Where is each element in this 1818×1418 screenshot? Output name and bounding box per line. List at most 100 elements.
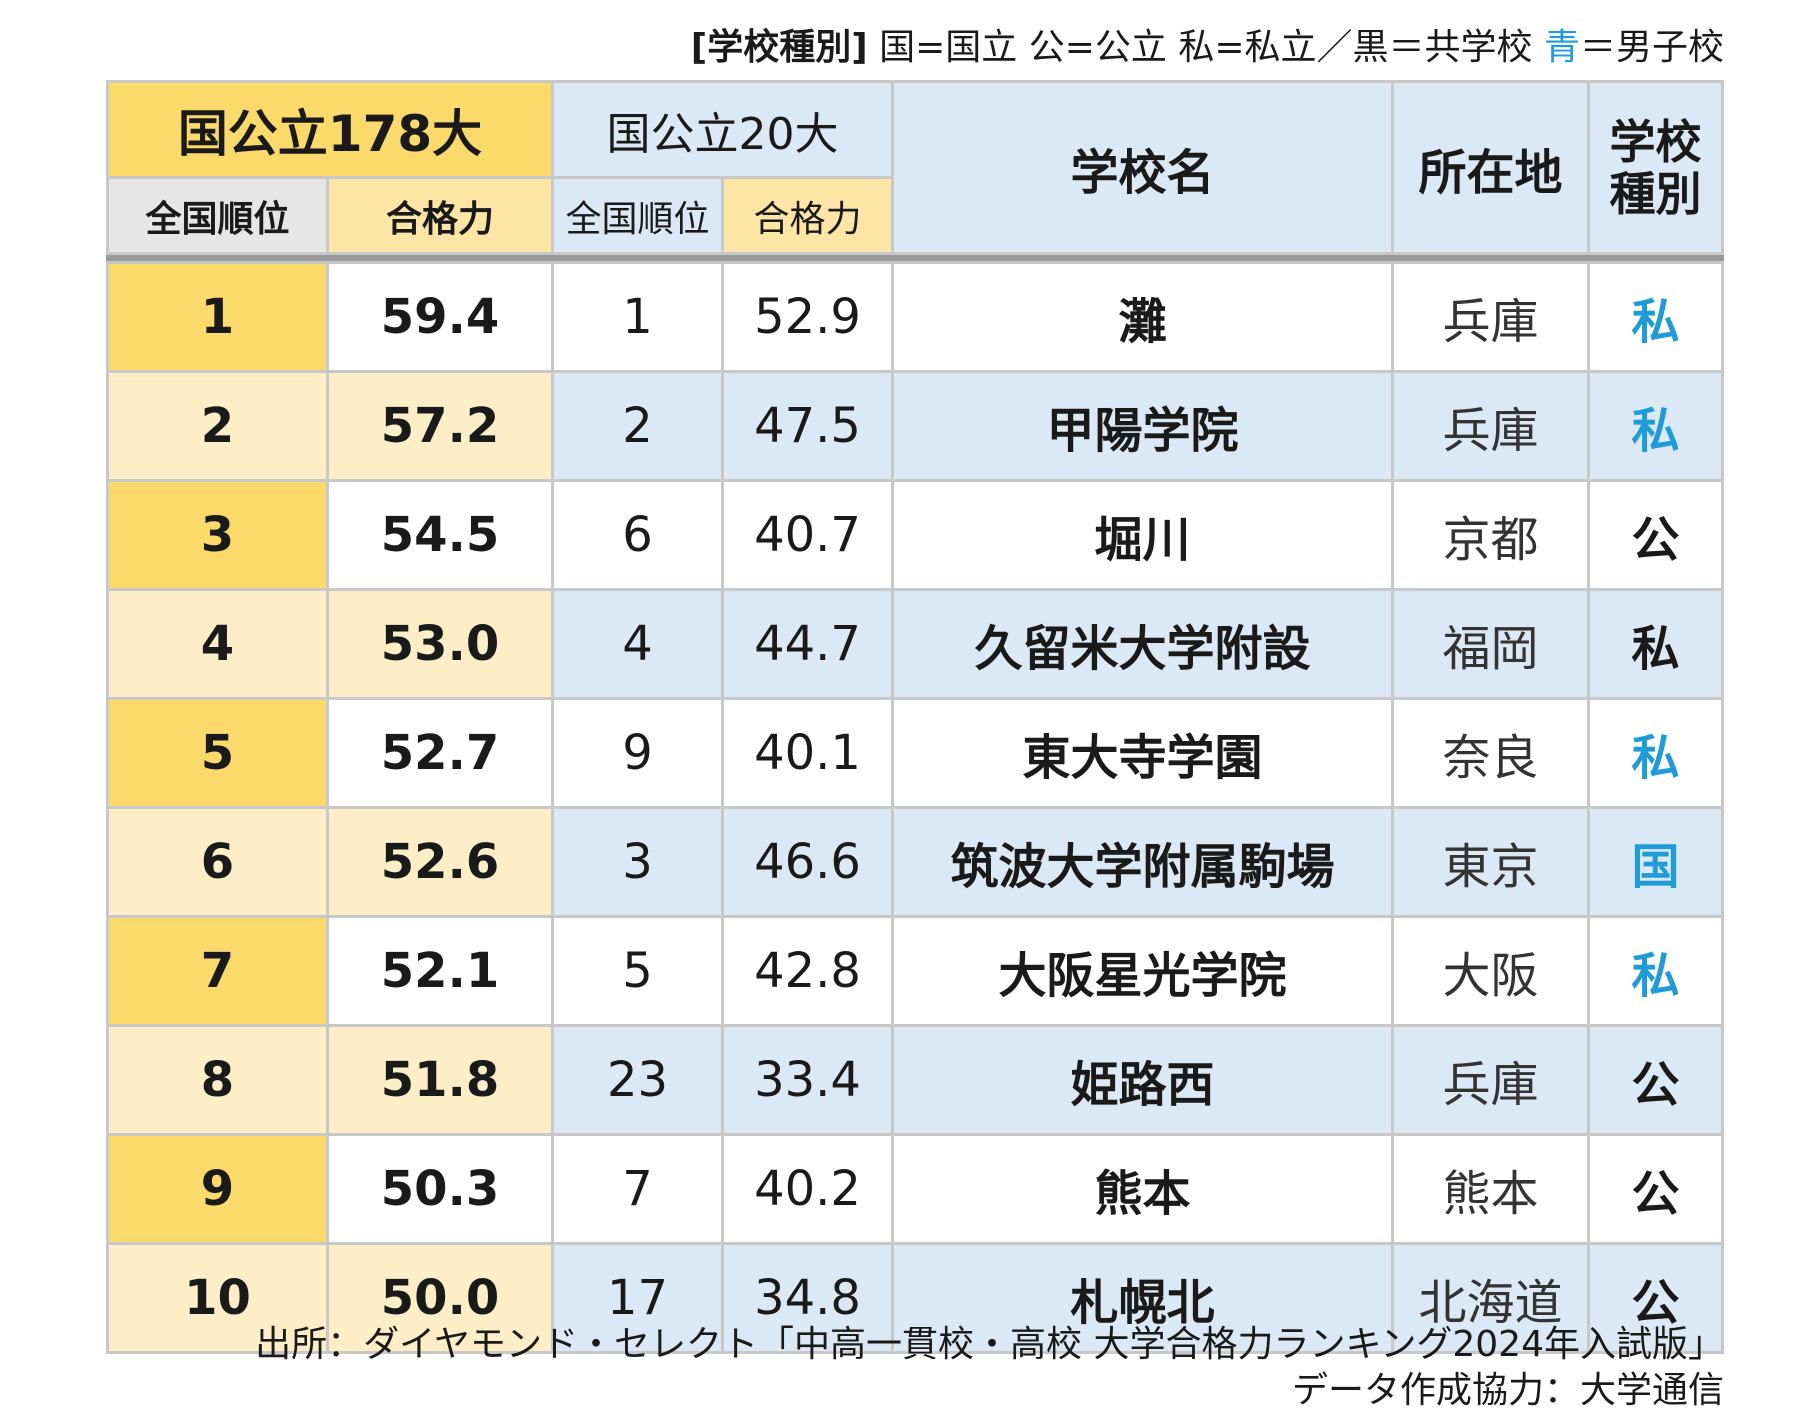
table-row: 9 50.3 7 40.2 熊本 熊本公 (106, 1133, 1724, 1245)
score-20-cell: 40.2 (721, 1133, 894, 1245)
score-20-cell: 33.4 (721, 1024, 894, 1136)
score-178-cell: 52.6 (326, 806, 554, 918)
school-type-legend: [学校種別] 国=国立 公=公立 私=私立／黒＝共学校 青＝男子校 (691, 18, 1724, 70)
ranking-table: 国公立178大 国公立20大 学校名 所在地 学校 種別 全国順位 合格力 全国… (106, 80, 1724, 1354)
location-cell: 熊本 (1391, 1133, 1590, 1245)
score-178-cell: 52.1 (326, 915, 554, 1027)
header-divider (106, 252, 1724, 264)
table-row: 10 50.0 17 34.8 札幌北 北海道公 (106, 1242, 1724, 1354)
school-type-cell: 私 (1587, 588, 1724, 700)
score-20-cell: 44.7 (721, 588, 894, 700)
table-row: 5 52.7 9 40.1 東大寺学園 奈良私 (106, 697, 1724, 809)
legend-text: 国=国立 公=公立 私=私立／黒＝共学校 (879, 27, 1533, 68)
rank-178-cell: 9 (106, 1133, 329, 1245)
school-name-cell: 姫路西 (891, 1024, 1394, 1136)
score-20-cell: 40.7 (721, 479, 894, 591)
location-cell: 大阪 (1391, 915, 1590, 1027)
score-20-cell: 40.1 (721, 697, 894, 809)
location-cell: 兵庫 (1391, 1024, 1590, 1136)
school-type-cell: 国 (1587, 806, 1724, 918)
score-178-cell: 54.5 (326, 479, 554, 591)
sub-header-rank-20: 全国順位 (551, 176, 724, 255)
score-20-cell: 52.9 (721, 261, 894, 373)
school-type-cell: 私 (1587, 697, 1724, 809)
data-credit-line: データ作成協力：大学通信 (1291, 1370, 1724, 1411)
score-178-cell: 57.2 (326, 370, 554, 482)
legend-label: [学校種別] (690, 27, 868, 68)
school-type-header-line1: 学校 (1609, 114, 1702, 169)
location-cell: 北海道 (1391, 1242, 1590, 1354)
sub-header-score-178: 合格力 (326, 176, 554, 255)
score-20-cell: 46.6 (721, 806, 894, 918)
location-cell: 兵庫 (1391, 370, 1590, 482)
school-name-cell: 熊本 (891, 1133, 1394, 1245)
rank-178-cell: 5 (106, 697, 329, 809)
rank-178-cell: 3 (106, 479, 329, 591)
rank-20-cell: 17 (551, 1242, 724, 1354)
rank-20-cell: 1 (551, 261, 724, 373)
score-20-cell: 34.8 (721, 1242, 894, 1354)
school-name-cell: 久留米大学附設 (891, 588, 1394, 700)
rank-178-cell: 6 (106, 806, 329, 918)
source-line: 出所：ダイヤモンド・セレクト「中高一貫校・高校 大学合格力ランキング2024年入… (255, 1324, 1724, 1365)
location-cell: 兵庫 (1391, 261, 1590, 373)
location-cell: 奈良 (1391, 697, 1590, 809)
score-178-cell: 52.7 (326, 697, 554, 809)
source-note: 出所：ダイヤモンド・セレクト「中高一貫校・高校 大学合格力ランキング2024年入… (255, 1322, 1724, 1414)
location-header: 所在地 (1391, 80, 1590, 255)
school-name-cell: 東大寺学園 (891, 697, 1394, 809)
location-cell: 福岡 (1391, 588, 1590, 700)
rank-20-cell: 3 (551, 806, 724, 918)
sub-header-rank-178: 全国順位 (106, 176, 329, 255)
school-name-cell: 堀川 (891, 479, 1394, 591)
score-178-cell: 53.0 (326, 588, 554, 700)
rank-178-cell: 4 (106, 588, 329, 700)
school-type-cell: 私 (1587, 915, 1724, 1027)
table-row: 2 57.2 2 47.5 甲陽学院 兵庫私 (106, 370, 1724, 482)
rank-178-cell: 1 (106, 261, 329, 373)
sub-header-score-20: 合格力 (721, 176, 894, 255)
score-20-cell: 42.8 (721, 915, 894, 1027)
table-row: 4 53.0 4 44.7 久留米大学附設 福岡私 (106, 588, 1724, 700)
rank-178-cell: 7 (106, 915, 329, 1027)
school-type-cell: 公 (1587, 1133, 1724, 1245)
rank-20-cell: 23 (551, 1024, 724, 1136)
rank-20-cell: 5 (551, 915, 724, 1027)
school-type-cell: 私 (1587, 261, 1724, 373)
school-type-cell: 公 (1587, 479, 1724, 591)
score-20-cell: 47.5 (721, 370, 894, 482)
school-type-cell: 私 (1587, 370, 1724, 482)
group-20-header: 国公立20大 (551, 80, 894, 179)
school-type-cell: 公 (1587, 1024, 1724, 1136)
school-name-cell: 大阪星光学院 (891, 915, 1394, 1027)
rank-20-cell: 4 (551, 588, 724, 700)
rank-178-cell: 2 (106, 370, 329, 482)
school-name-cell: 札幌北 (891, 1242, 1394, 1354)
legend-blue-word: 青 (1543, 27, 1580, 68)
location-cell: 東京 (1391, 806, 1590, 918)
table-row: 3 54.5 6 40.7 堀川 京都公 (106, 479, 1724, 591)
school-type-header: 学校 種別 (1587, 80, 1724, 255)
location-cell: 京都 (1391, 479, 1590, 591)
table-row: 6 52.6 3 46.6 筑波大学附属駒場 東京国 (106, 806, 1724, 918)
school-type-header-line2: 種別 (1609, 166, 1702, 221)
school-type-cell: 公 (1587, 1242, 1724, 1354)
school-name-header: 学校名 (891, 80, 1394, 255)
school-name-cell: 筑波大学附属駒場 (891, 806, 1394, 918)
school-name-cell: 甲陽学院 (891, 370, 1394, 482)
rank-20-cell: 7 (551, 1133, 724, 1245)
legend-boys-text: ＝男子校 (1579, 27, 1724, 68)
rank-20-cell: 9 (551, 697, 724, 809)
group-178-header: 国公立178大 (106, 80, 554, 179)
table-row: 7 52.1 5 42.8 大阪星光学院 大阪私 (106, 915, 1724, 1027)
rank-178-cell: 8 (106, 1024, 329, 1136)
score-178-cell: 50.0 (326, 1242, 554, 1354)
table-row: 8 51.8 23 33.4 姫路西 兵庫公 (106, 1024, 1724, 1136)
rank-178-cell: 10 (106, 1242, 329, 1354)
score-178-cell: 51.8 (326, 1024, 554, 1136)
rank-20-cell: 2 (551, 370, 724, 482)
school-name-cell: 灘 (891, 261, 1394, 373)
table-row: 1 59.4 1 52.9 灘兵庫私 (106, 261, 1724, 373)
score-178-cell: 50.3 (326, 1133, 554, 1245)
score-178-cell: 59.4 (326, 261, 554, 373)
